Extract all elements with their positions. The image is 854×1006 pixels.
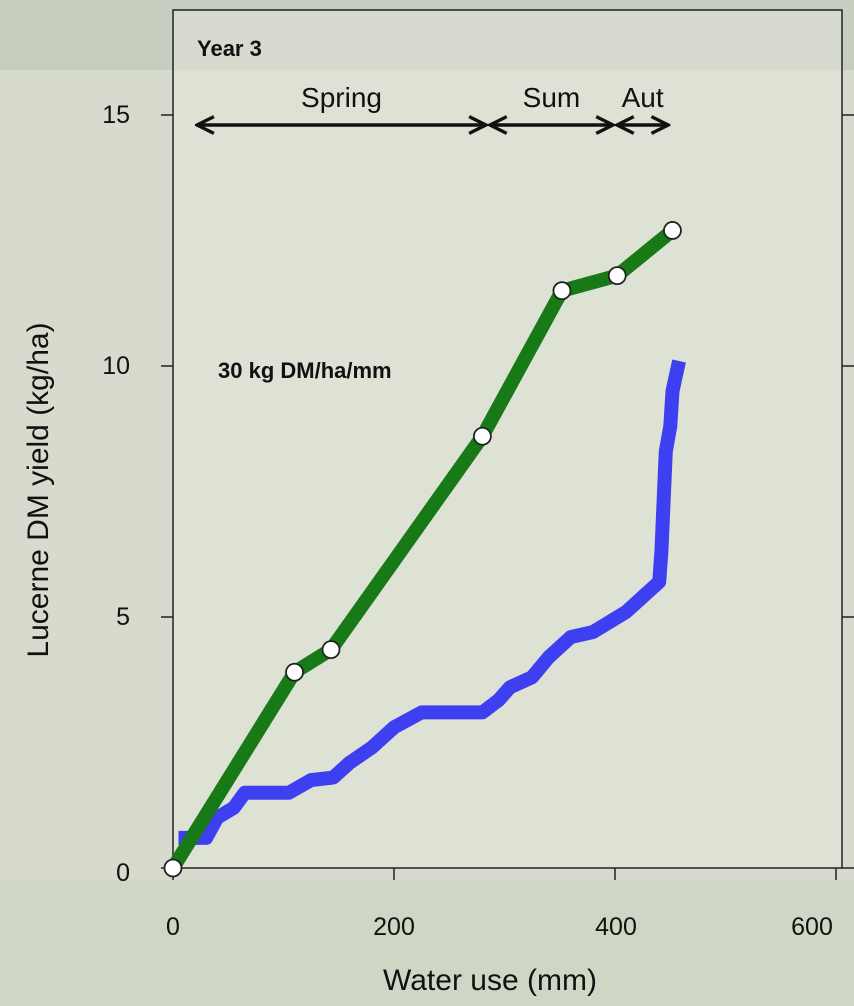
- x-tick-label-400: 400: [595, 913, 637, 941]
- x-axis-title: Water use (mm): [383, 964, 597, 997]
- y-tick-label-0: 0: [116, 859, 130, 887]
- y-tick-label-10: 10: [102, 352, 130, 380]
- x-tick-labels: 0 200 400 600: [166, 913, 833, 941]
- x-tick-label-200: 200: [373, 913, 415, 941]
- data-point-0-5: [607, 266, 627, 286]
- y-tick-label-15: 15: [102, 101, 130, 129]
- y-axis-title: Lucerne DM yield (kg/ha): [22, 322, 55, 657]
- season-label-sum: Sum: [523, 82, 581, 113]
- series-layer: [163, 221, 686, 878]
- data-point-0-3: [472, 426, 492, 446]
- data-point-0-1: [285, 662, 304, 682]
- data-point-0-0: [163, 858, 183, 878]
- x-tick-label-0: 0: [166, 913, 180, 941]
- plot-area: [172, 9, 843, 869]
- data-point-0-2: [321, 640, 341, 660]
- season-label-aut: Aut: [622, 82, 664, 113]
- data-point-0-4: [552, 281, 572, 301]
- series-line-1: [178, 359, 686, 845]
- x-tick-label-600: 600: [791, 913, 833, 941]
- season-arrows: Spring Sum Aut: [197, 82, 668, 125]
- slope-label: 30 kg DM/ha/mm: [218, 358, 392, 383]
- y-tick-labels: 0 5 10 15: [102, 101, 130, 887]
- y-tick-label-5: 5: [116, 603, 130, 631]
- data-point-0-6: [663, 221, 682, 240]
- season-label-spring: Spring: [301, 82, 382, 113]
- year-label: Year 3: [197, 36, 262, 61]
